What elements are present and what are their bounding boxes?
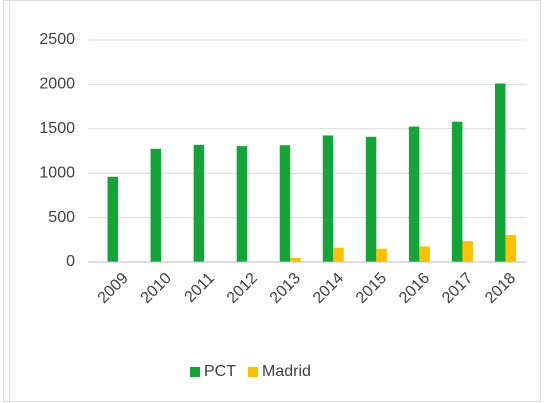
legend-swatch — [248, 367, 258, 377]
y-tick-label: 1000 — [39, 164, 75, 181]
bar — [236, 146, 248, 262]
bar — [419, 246, 430, 262]
bar — [505, 234, 516, 262]
y-tick-label: 2000 — [39, 76, 75, 93]
bar — [290, 258, 301, 262]
x-tick-label: 2009 — [95, 270, 132, 307]
y-tick-label: 0 — [66, 253, 75, 270]
bar — [322, 135, 334, 262]
bar — [408, 126, 420, 262]
bar — [279, 145, 291, 262]
x-tick-label: 2010 — [138, 270, 175, 307]
x-tick-label: 2015 — [353, 270, 390, 307]
bar — [365, 136, 377, 262]
x-tick-label: 2014 — [310, 270, 347, 307]
x-tick-label: 2016 — [396, 270, 433, 307]
x-tick-label: 2011 — [182, 270, 218, 306]
legend-swatch — [190, 367, 200, 377]
x-tick-label: 2017 — [439, 270, 476, 307]
bar — [333, 247, 344, 262]
y-tick-label: 500 — [48, 209, 75, 226]
x-tick-label: 2012 — [224, 270, 261, 307]
y-tick-label: 1500 — [39, 120, 75, 137]
bar — [107, 176, 119, 262]
bar — [462, 241, 473, 262]
legend-label: PCT — [204, 363, 236, 380]
legend-label: Madrid — [262, 363, 311, 380]
bar — [376, 248, 387, 262]
bar — [451, 121, 463, 262]
bar — [150, 148, 162, 262]
bar — [494, 83, 506, 263]
chart-frame — [3, 0, 541, 402]
y-tick-label: 2500 — [39, 31, 75, 48]
bar — [193, 144, 205, 262]
x-tick-label: 2018 — [482, 270, 519, 307]
x-tick-label: 2013 — [267, 270, 304, 307]
